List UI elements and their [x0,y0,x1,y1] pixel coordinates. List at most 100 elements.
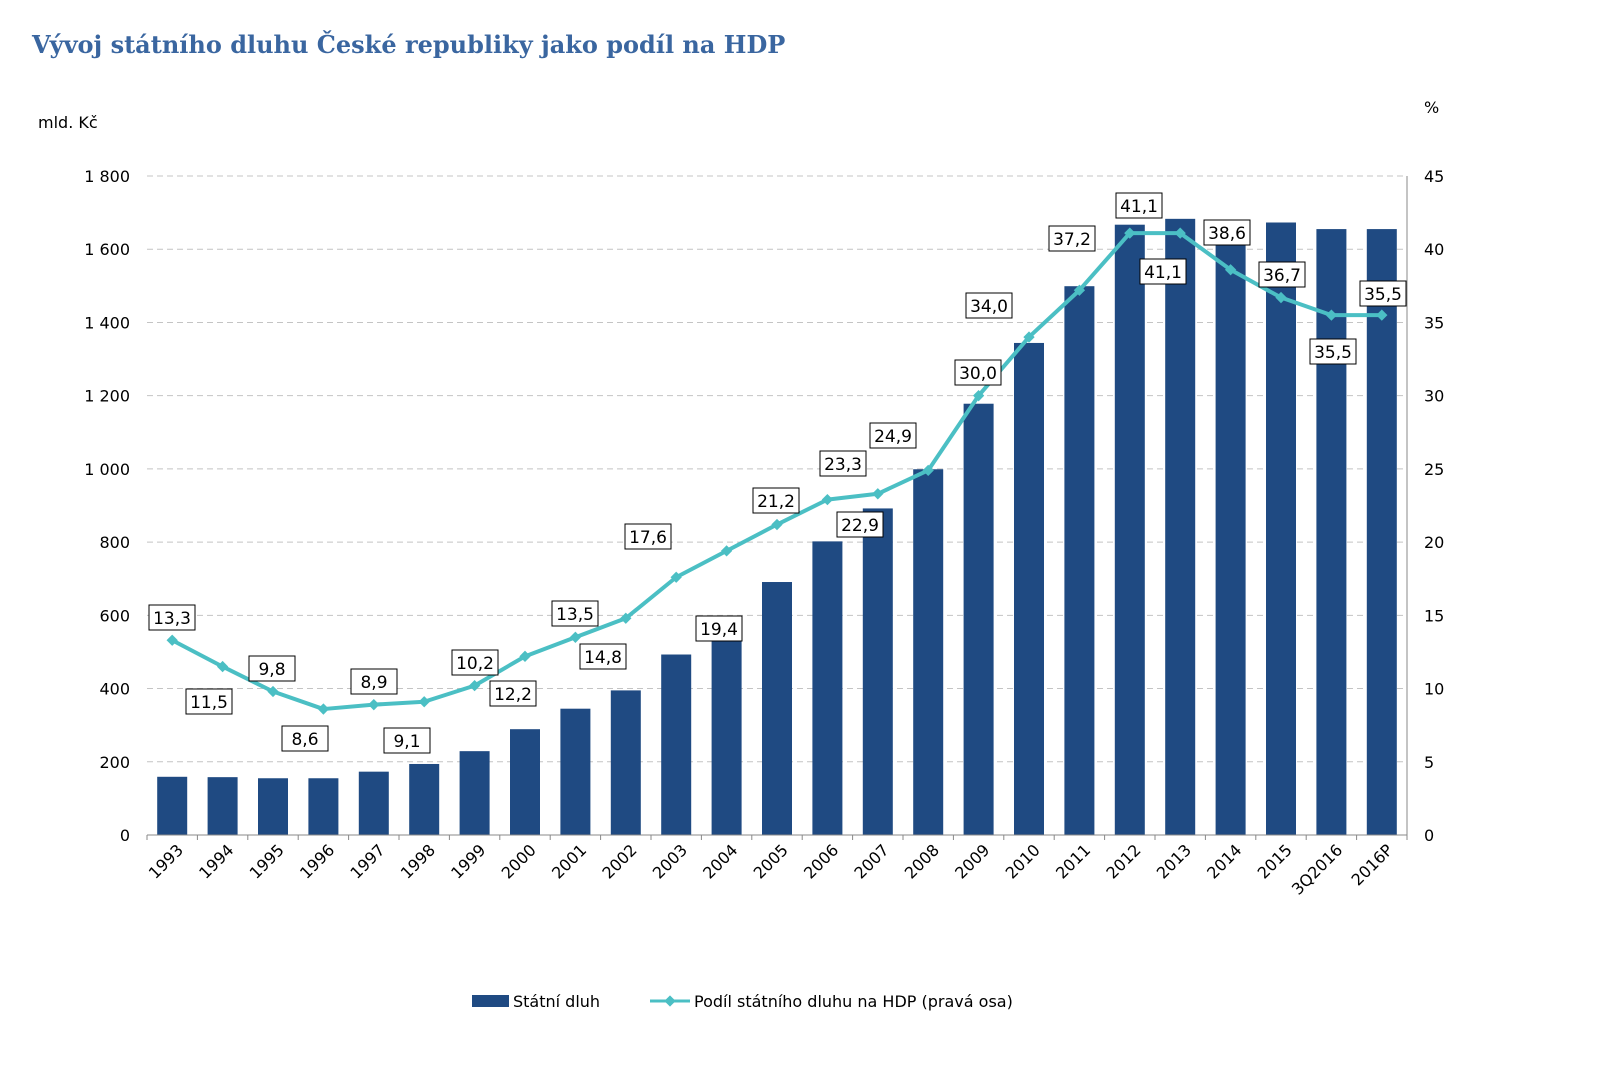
line-point [468,679,481,692]
x-tick-label: 2000 [498,840,540,882]
line-point [519,650,531,662]
data-label: 38,6 [1208,224,1246,244]
data-label: 24,9 [874,427,912,447]
data-label-box [965,292,1013,319]
bar [258,778,288,835]
x-tick-label: 1994 [195,840,237,882]
data-label: 8,9 [360,673,387,693]
x-tick-label: 1997 [346,840,388,882]
legend-bar-label: Státní dluh [513,992,600,1011]
x-tick-label: 2013 [1153,840,1195,882]
data-label: 41,1 [1144,263,1182,283]
data-label-box [185,688,233,715]
data-label-box [1309,338,1357,365]
x-tick-label: 2001 [548,840,590,882]
y-right-tick-label: 30 [1424,387,1444,406]
data-label: 22,9 [841,516,879,536]
data-label-box [869,422,917,449]
data-label: 13,5 [556,605,594,625]
data-label-box [451,649,499,676]
y-right-tick-label: 15 [1424,606,1444,625]
y-left-tick-label: 1 400 [84,313,130,332]
bar [1316,229,1347,835]
data-label-box [836,511,884,538]
data-label: 10,2 [456,654,494,674]
data-label-box [248,655,296,682]
x-tick-label: 2016P [1348,840,1397,889]
data-label-box [624,523,672,550]
x-tick-label: 2006 [800,840,842,882]
data-label-box [1359,280,1407,307]
bar [610,690,641,835]
y-right-tick-label: 35 [1424,313,1444,332]
bar [862,508,893,835]
data-label: 41,1 [1120,197,1158,217]
line-point [821,493,834,506]
y-left-tick-label: 1 800 [84,167,130,186]
data-label: 12,2 [494,685,532,705]
x-tick-label: 2007 [850,840,892,882]
line-point [972,390,985,402]
x-tick-label: 3Q2016 [1288,840,1346,898]
bar [1266,222,1296,836]
x-tick-label: 2015 [1254,840,1296,882]
x-tick-label: 2011 [1052,840,1094,882]
line-point [1174,227,1186,239]
y-right-tick-label: 40 [1424,240,1444,259]
line-point [1124,227,1136,239]
y-left-tick-label: 0 [120,826,130,845]
data-label-box [148,604,196,631]
x-tick-label: 2005 [750,840,792,882]
data-label: 30,0 [959,364,997,384]
bar [1366,229,1397,835]
data-label: 11,5 [190,693,228,713]
data-label: 8,6 [291,730,318,750]
legend-bar-swatch [472,995,509,1007]
bar [762,582,792,835]
line-point [771,518,783,531]
y-right-tick-label: 10 [1424,680,1444,699]
y-right-tick-label: 20 [1424,533,1444,552]
x-tick-label: 2003 [649,840,691,882]
data-label: 13,3 [153,609,191,629]
line-point [872,488,884,500]
chart-title: Vývoj státního dluhu České republiky jak… [32,30,786,59]
data-label-box [1258,261,1306,288]
line-point [216,660,229,673]
bar [661,654,692,835]
data-label-box [383,727,431,754]
x-tick-label: 2010 [1002,840,1044,882]
x-tick-label: 1993 [145,840,187,882]
y-left-tick-label: 400 [99,680,130,699]
line-point [1073,284,1086,296]
bar [207,777,238,835]
bar [409,763,440,835]
y-right-tick-label: 5 [1424,753,1434,772]
bar [1114,224,1145,836]
legend-line-label: Podíl státního dluhu na HDP (pravá osa) [694,992,1013,1011]
y-left-tick-label: 1 000 [84,460,130,479]
y-left-axis-label: mld. Kč [38,113,98,132]
line-point [166,634,178,646]
bar [308,778,339,835]
y-right-axis-label: % [1424,98,1439,117]
data-label-box [1048,225,1096,252]
data-label-box [551,600,599,627]
data-label-box [752,487,800,514]
data-label-box [1139,258,1187,285]
x-tick-label: 2012 [1102,840,1144,882]
data-label-box [579,643,627,670]
data-label: 17,6 [629,528,667,548]
bar [1014,342,1044,835]
data-label-box [954,359,1002,386]
line-point [267,685,279,698]
data-label: 37,2 [1053,230,1091,250]
x-tick-label: 2014 [1203,840,1245,882]
line-point [720,545,733,557]
x-tick-label: 1995 [246,840,288,882]
y-right-tick-label: 0 [1424,826,1434,845]
line-point [1224,264,1237,276]
bar [510,729,540,835]
x-tick-label: 2008 [901,840,943,882]
